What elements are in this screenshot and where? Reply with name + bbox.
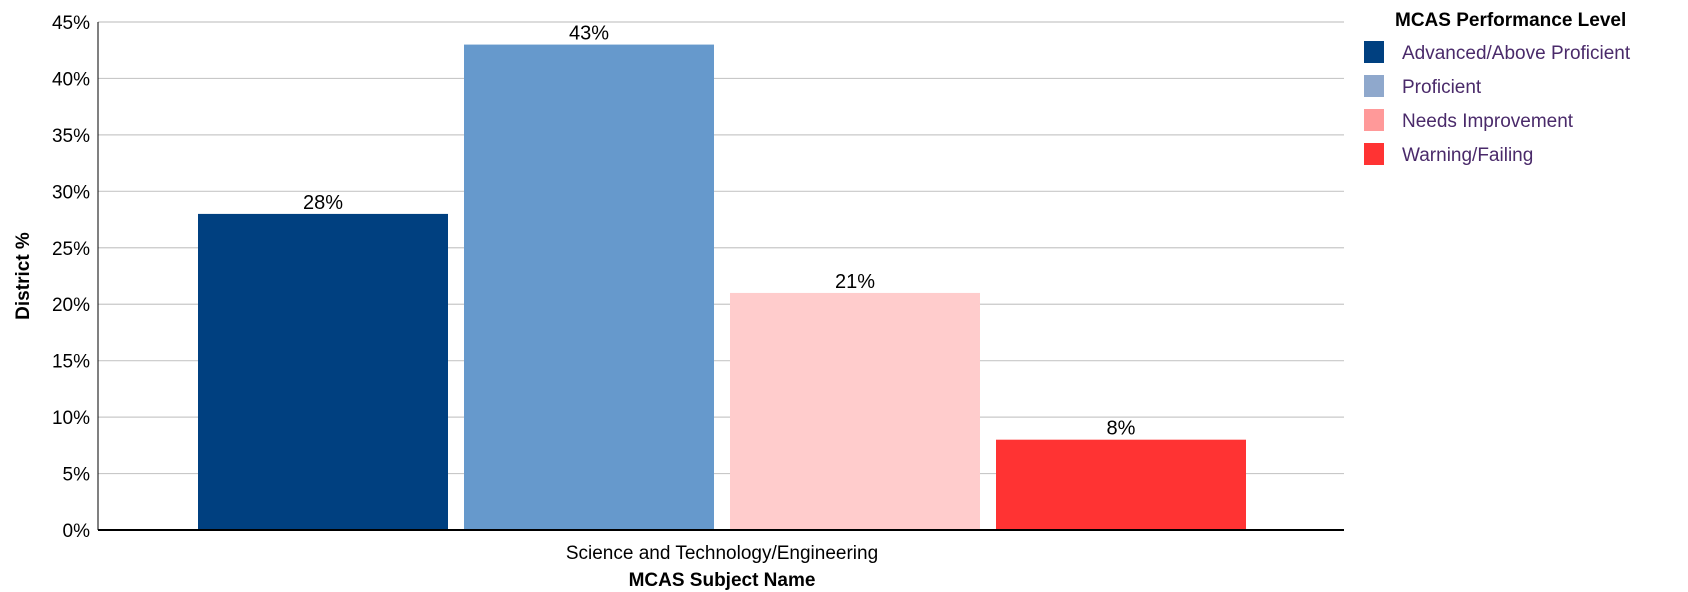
y-tick-label: 40% xyxy=(52,69,90,90)
legend-label: Needs Improvement xyxy=(1402,111,1574,132)
legend-items: Advanced/Above Proficient Proficient Needs… xyxy=(1364,41,1631,166)
bar-proficient xyxy=(464,44,714,530)
x-tick-label: Science and Technology/Engineering xyxy=(566,543,878,564)
legend-swatch xyxy=(1364,41,1384,63)
y-tick-label: 30% xyxy=(52,182,90,203)
legend-label: Advanced/Above Proficient xyxy=(1402,43,1631,64)
y-tick-labels: 0% 5% 10% 15% 20% 25% 30% 35% 40% 45% xyxy=(52,13,90,542)
x-axis-title: MCAS Subject Name xyxy=(629,570,816,591)
data-label: 8% xyxy=(1107,418,1136,440)
y-axis-title: District % xyxy=(13,232,34,320)
legend: MCAS Performance Level Advanced/Above Pr… xyxy=(1364,10,1631,166)
legend-label: Warning/Failing xyxy=(1402,145,1533,166)
y-tick-label: 10% xyxy=(52,408,90,429)
y-tick-label: 45% xyxy=(52,13,90,34)
bar-warning-failing xyxy=(996,439,1246,530)
data-label: 28% xyxy=(303,192,343,214)
y-tick-label: 5% xyxy=(63,465,91,486)
data-labels: 28% 43% 21% 8% xyxy=(303,23,1136,440)
bar-needs-improvement xyxy=(730,292,980,530)
y-tick-label: 35% xyxy=(52,126,90,147)
legend-swatch xyxy=(1364,75,1384,97)
y-tick-label: 15% xyxy=(52,352,90,373)
y-tick-label: 20% xyxy=(52,295,90,316)
legend-swatch xyxy=(1364,143,1384,165)
data-label: 21% xyxy=(835,271,875,293)
bar-advanced-above-proficient xyxy=(198,213,448,530)
bar-group xyxy=(198,44,1246,530)
legend-title: MCAS Performance Level xyxy=(1395,10,1626,31)
data-label: 43% xyxy=(569,23,609,45)
y-tick-label: 0% xyxy=(63,521,91,542)
legend-label: Proficient xyxy=(1402,77,1482,98)
legend-swatch xyxy=(1364,109,1384,131)
y-tick-label: 25% xyxy=(52,239,90,260)
